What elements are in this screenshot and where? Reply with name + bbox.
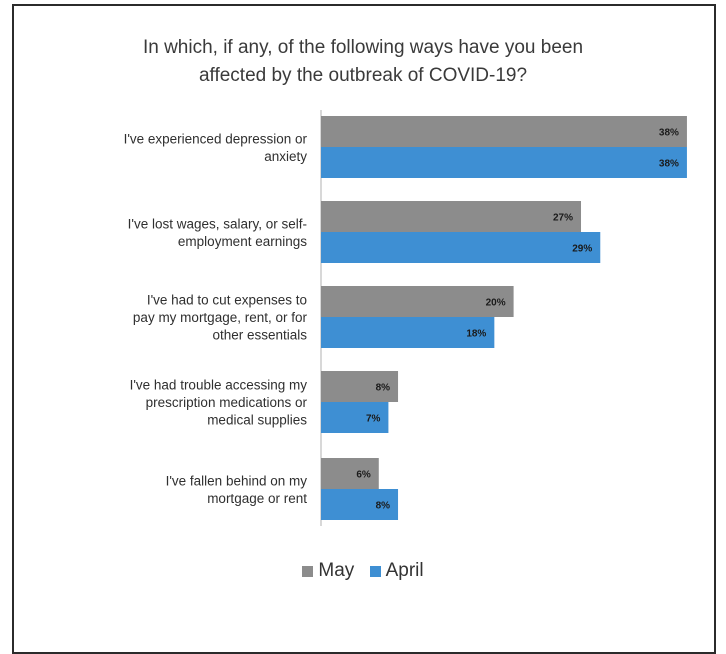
category-label-2-line-2: other essentials <box>212 328 307 343</box>
category-label-1-line-0: I've lost wages, salary, or self- <box>128 216 307 231</box>
value-label-may-4: 6% <box>356 470 371 481</box>
chart-title-line-1: In which, if any, of the following ways … <box>142 37 584 58</box>
value-label-april-1: 29% <box>572 244 592 255</box>
bar-may-1 <box>321 201 582 232</box>
category-label-4-line-1: mortgage or rent <box>207 491 307 506</box>
legend-label-april: April <box>385 560 424 581</box>
value-label-may-0: 38% <box>659 128 679 139</box>
bar-april-0 <box>321 147 687 178</box>
value-label-april-3: 7% <box>366 414 381 425</box>
chart-title: In which, if any, of the following ways … <box>0 34 726 90</box>
legend-item-april: April <box>369 560 424 582</box>
bar-april-4 <box>321 489 399 520</box>
category-label-3-line-0: I've had trouble accessing my <box>130 378 308 393</box>
value-label-may-1: 27% <box>553 213 573 224</box>
chart-title-line-2: affected by the outbreak of COVID-19? <box>198 65 528 86</box>
category-label-1-line-1: employment earnings <box>178 234 307 249</box>
value-label-april-2: 18% <box>466 329 486 340</box>
legend-label-may: May <box>318 560 355 581</box>
category-label-0: I've experienced depression or anxiety <box>124 131 308 164</box>
category-label-0-line-0: I've experienced depression or <box>124 131 308 146</box>
bar-chart: 38% 38% I've experienced depression or anxi… <box>124 110 687 526</box>
bar-may-2 <box>321 286 514 317</box>
bar-april-3 <box>321 402 389 433</box>
value-label-may-3: 8% <box>376 383 391 394</box>
category-label-0-line-1: anxiety <box>264 149 307 164</box>
bar-may-4 <box>321 458 379 489</box>
bar-april-1 <box>321 232 601 263</box>
category-label-3: I've had trouble accessing my prescriptio… <box>130 378 308 428</box>
bar-may-3 <box>321 371 399 402</box>
category-label-4: I've fallen behind on my mortgage or rent <box>166 473 308 506</box>
category-label-2-line-0: I've had to cut expenses to <box>147 293 307 308</box>
legend-swatch-april <box>369 565 381 577</box>
value-label-may-2: 20% <box>486 298 506 309</box>
category-label-3-line-1: prescription medications or <box>146 395 308 410</box>
value-label-april-0: 38% <box>659 159 679 170</box>
value-label-april-4: 8% <box>376 501 391 512</box>
category-label-4-line-0: I've fallen behind on my <box>166 473 308 488</box>
category-label-2: I've had to cut expenses to pay my mortga… <box>133 293 308 343</box>
bar-april-2 <box>321 317 495 348</box>
category-label-2-line-1: pay my mortgage, rent, or for <box>133 310 308 325</box>
category-label-3-line-2: medical supplies <box>207 413 307 428</box>
legend-item-may: May <box>302 560 354 582</box>
chart-legend: May April <box>0 560 726 583</box>
category-label-1: I've lost wages, salary, or self-employm… <box>128 216 308 249</box>
bar-may-0 <box>321 116 687 147</box>
legend-swatch-may <box>302 565 314 577</box>
